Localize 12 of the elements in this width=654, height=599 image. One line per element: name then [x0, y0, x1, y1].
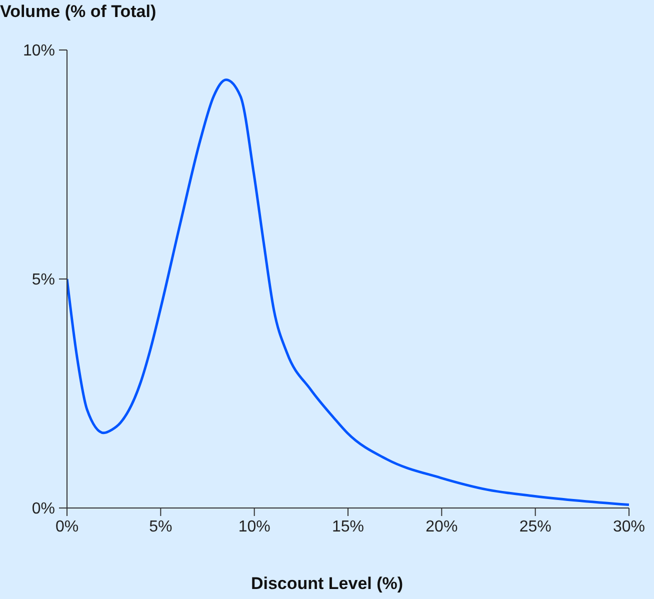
y-tick-label: 5% — [32, 272, 55, 289]
chart-title: Volume (% of Total) — [0, 2, 156, 22]
x-tick-label: 15% — [332, 518, 364, 536]
x-tick-label: 5% — [149, 518, 172, 536]
x-tick-label: 0% — [55, 518, 79, 536]
y-tick-label: 10% — [22, 42, 55, 60]
x-tick-label: 30% — [612, 518, 646, 536]
x-tick-label: 20% — [426, 518, 458, 536]
y-tick-label: 0% — [32, 500, 55, 518]
x-tick-label: 25% — [519, 518, 552, 536]
x-tick-label: 10% — [238, 518, 270, 536]
x-axis-title: Discount Level (%) — [250, 574, 404, 594]
